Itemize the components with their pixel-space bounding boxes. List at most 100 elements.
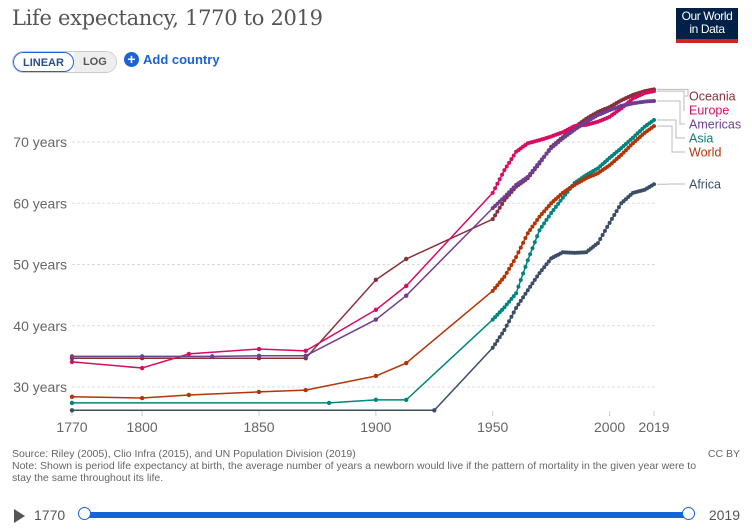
x-tick-label: 1800 [127,419,158,435]
y-tick-label: 40 years [13,318,67,334]
y-tick-label: 70 years [13,134,67,150]
data-point [514,291,519,296]
data-point [600,232,605,237]
data-point [69,394,75,399]
legend-connector [657,88,689,97]
data-point [139,354,145,359]
add-country-button[interactable]: + Add country [124,52,220,67]
data-point [495,181,500,186]
data-point [549,211,554,216]
plus-icon: + [124,52,139,67]
timeline-start-label: 1770 [34,507,66,523]
legend-connector [657,90,685,111]
data-point [532,221,537,226]
data-point [490,288,495,293]
data-point [256,353,262,358]
data-point [511,153,516,158]
data-point [544,217,549,222]
data-point [521,240,526,245]
legend-connector [657,125,685,153]
data-point [493,342,498,347]
data-point [404,397,409,403]
play-icon[interactable] [14,509,25,523]
data-point [69,354,75,359]
data-point [652,89,656,94]
data-point [602,228,607,233]
data-point [139,365,145,371]
data-point [546,148,551,153]
data-point [69,359,75,365]
data-point [612,213,617,218]
logo-line-2: in Data [689,22,725,36]
chart-title: Life expectancy, 1770 to 2019 [12,6,323,30]
y-tick-label: 30 years [13,379,67,395]
data-point [210,354,215,359]
data-point [537,228,542,233]
x-tick-label: 2000 [594,419,625,435]
legend-label-africa: Africa [689,178,721,192]
timeline-track[interactable] [84,512,688,518]
timeline: 1770 2019 [12,505,740,525]
data-point [507,319,512,324]
data-point [69,400,75,406]
data-point [303,348,308,354]
data-point [373,373,379,379]
data-point [535,163,540,168]
x-tick-label: 1850 [243,419,274,435]
data-point [509,262,514,267]
data-point [560,195,565,200]
data-point [514,305,519,310]
data-point [256,389,262,395]
legend-label-world: World [689,146,721,160]
data-point [516,284,521,289]
data-point [504,302,509,307]
data-point [652,117,656,122]
data-point [497,177,502,182]
x-tick-label: 1900 [360,419,391,435]
owid-logo[interactable]: Our World in Data [676,8,738,43]
data-point [495,283,500,288]
data-point [497,205,502,210]
data-point [539,268,544,273]
data-point [530,281,535,286]
legend-connector [657,119,685,139]
data-point [495,209,500,214]
data-point [69,408,75,413]
data-point [511,310,516,315]
timeline-end-handle[interactable] [682,507,695,520]
data-point [495,338,500,343]
data-point [432,408,437,413]
timeline-start-handle[interactable] [78,507,91,520]
data-point [616,205,621,210]
data-point [528,171,533,176]
add-country-label: Add country [143,52,220,67]
data-point [502,274,507,279]
data-point [518,245,523,250]
data-point [256,346,262,352]
linear-button[interactable]: LINEAR [13,52,74,72]
data-point [186,392,192,398]
data-point [509,157,514,162]
data-point [537,160,542,165]
data-point [535,218,540,223]
legend-label-europe: Europe [689,104,729,118]
data-point [532,240,537,245]
data-point [507,266,512,271]
data-point [542,209,547,214]
license-link[interactable]: CC BY [707,448,740,460]
footer-notes: Source: Riley (2005), Clio Infra (2015),… [12,448,712,484]
data-point [497,280,502,285]
log-button[interactable]: LOG [73,52,116,72]
data-point [504,270,509,275]
data-point [523,291,528,296]
data-point [614,209,619,214]
data-point [530,246,535,251]
data-point [544,206,549,211]
data-point [373,317,379,322]
data-point [556,201,561,206]
line-chart: 30 years 40 years 50 years 60 years 70 years… [13,87,741,435]
data-point [521,271,526,276]
data-point [502,328,507,333]
data-point [493,286,498,291]
data-point [537,214,542,219]
